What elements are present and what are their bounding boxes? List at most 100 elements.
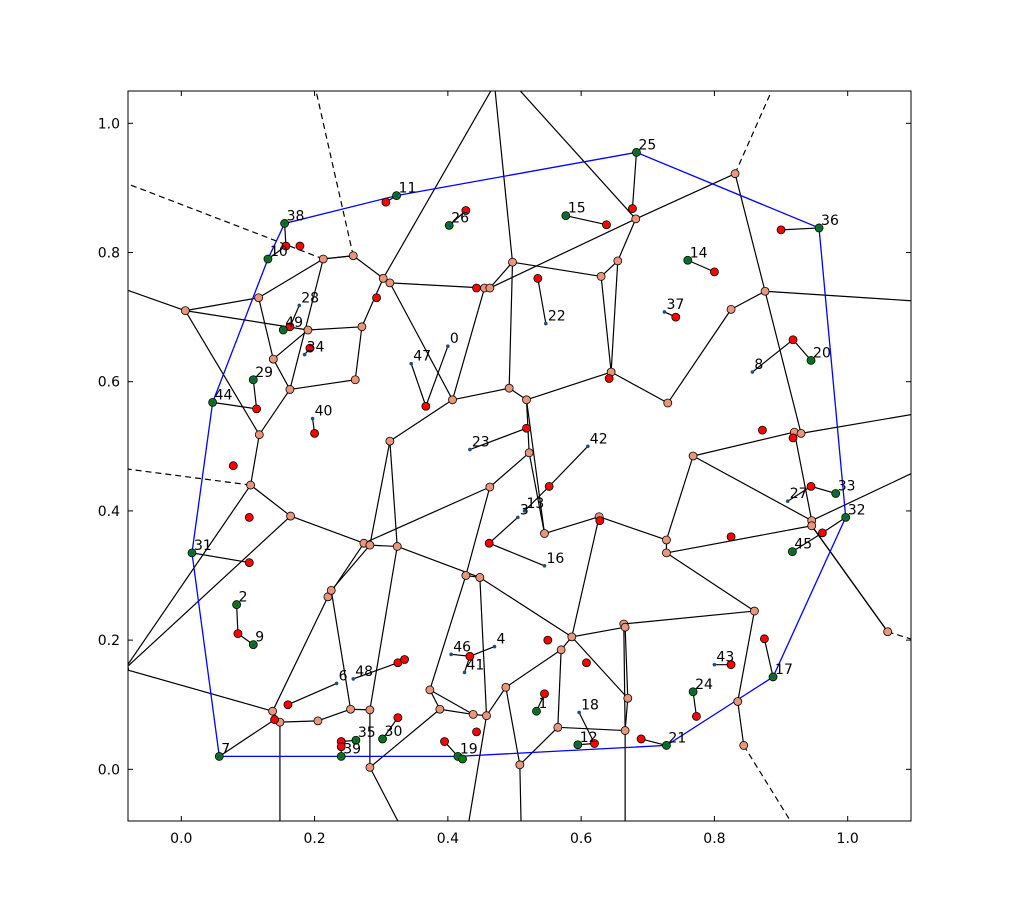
voronoi-vertex [246, 480, 256, 490]
site-label: 36 [821, 213, 839, 229]
voronoi-vertex [807, 521, 817, 531]
voronoi-edge [598, 516, 667, 541]
site-link [287, 682, 337, 706]
voronoi-edge [451, 287, 486, 400]
voronoi-vertex [501, 682, 511, 692]
site-link [410, 363, 427, 407]
site-label: 30 [385, 724, 403, 740]
voronoi-edge [389, 399, 453, 442]
voronoi-edge [489, 218, 637, 289]
site-link [537, 278, 547, 324]
voronoi-edge [317, 708, 351, 722]
voronoi-edge [544, 516, 600, 535]
red-point [336, 742, 346, 752]
site-point [833, 491, 838, 496]
site-link [353, 662, 399, 680]
voronoi-edge [505, 687, 521, 765]
red-point [381, 197, 391, 207]
voronoi-edge [528, 452, 546, 534]
voronoi-vertex [435, 704, 445, 714]
site-label: 35 [358, 725, 376, 741]
site-label: 31 [194, 538, 212, 554]
voronoi-edge [505, 649, 562, 688]
voronoi-edge [289, 379, 356, 391]
voronoi-vertex [504, 383, 514, 393]
voronoi-vertex [733, 697, 743, 706]
red-point [710, 267, 719, 277]
red-point [310, 428, 319, 438]
voronoi-vertex [482, 711, 491, 721]
voronoi-vertex [286, 511, 295, 521]
red-point [817, 528, 827, 538]
voronoi-ray-edge [494, 91, 514, 263]
voronoi-vertex [508, 257, 517, 267]
red-point [726, 532, 736, 542]
site-label: 1 [538, 696, 547, 712]
site-label: 44 [215, 387, 233, 403]
site-point [516, 515, 520, 520]
hull-line [191, 151, 847, 758]
voronoi-edge [272, 358, 291, 390]
site-point [664, 743, 669, 748]
voronoi-edge [272, 596, 329, 712]
voronoi-vertex [180, 306, 190, 316]
voronoi-edge [439, 708, 474, 716]
site-label: 20 [813, 345, 831, 361]
site-point [266, 257, 270, 261]
site-label: 19 [460, 741, 478, 757]
site-point [217, 754, 222, 759]
voronoi-edge [623, 623, 626, 731]
x-tick-label: 0.2 [303, 831, 325, 847]
voronoi-edges [128, 91, 911, 821]
voronoi-vertex [688, 451, 698, 461]
voronoi-vertex [268, 706, 278, 716]
red-point [636, 734, 646, 744]
voronoi-vertex [739, 741, 749, 750]
voronoi-vertex [378, 273, 388, 283]
site-label: 39 [343, 741, 361, 757]
voronoi-ray-edge [519, 91, 637, 220]
red-point [540, 689, 549, 699]
voronoi-edge [512, 261, 602, 277]
site-point [750, 370, 755, 374]
x-tick-label: 0.4 [437, 831, 459, 847]
voronoi-edge [610, 260, 619, 373]
site-link [469, 646, 495, 657]
site-link [822, 516, 847, 534]
voronoi-edge [429, 575, 467, 691]
red-point [544, 481, 554, 491]
site-label: 12 [580, 730, 598, 746]
site-label: 6 [339, 668, 348, 684]
voronoi-edge [352, 255, 384, 279]
voronoi-edge [617, 218, 637, 262]
red-point [595, 516, 605, 526]
voronoi-vertex [730, 169, 740, 179]
site-link [631, 152, 638, 209]
voronoi-edge [667, 309, 732, 404]
site-label: 2 [239, 590, 248, 606]
site-point [712, 662, 717, 667]
voronoi-vertex [303, 325, 313, 335]
voronoi-vertex [663, 398, 673, 408]
green-point [458, 754, 467, 764]
site-label: 27 [790, 486, 808, 502]
site-label: 25 [638, 137, 656, 153]
voronoi-ray-edge [468, 715, 488, 821]
site-point [302, 352, 307, 357]
site-link [191, 552, 250, 564]
red-point [533, 273, 543, 283]
red-point [244, 512, 254, 522]
site-point [449, 652, 453, 657]
site-point [409, 361, 414, 366]
voronoi-edge [279, 720, 318, 723]
voronoi-vertex [365, 540, 375, 550]
voronoi-ray-edge [887, 631, 911, 640]
voronoi-edge [465, 486, 491, 576]
site-link [787, 485, 812, 502]
site-point [691, 689, 695, 694]
red-point [228, 461, 238, 471]
y-tick-label: 0.8 [98, 246, 120, 262]
x-tick-label: 0.6 [570, 831, 592, 847]
voronoi-vertex [760, 286, 770, 296]
red-point [295, 241, 305, 251]
